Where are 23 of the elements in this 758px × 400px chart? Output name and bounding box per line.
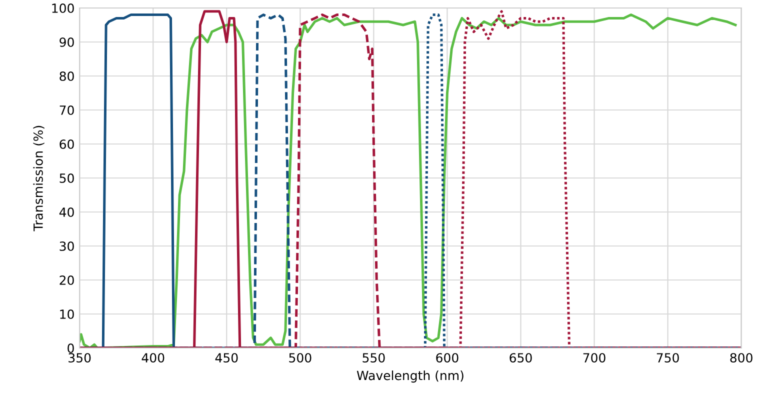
y-tick-label: 50 bbox=[60, 173, 74, 183]
x-tick-label: 350 bbox=[68, 353, 91, 363]
y-axis-title: Transmission (%) bbox=[33, 126, 44, 232]
y-tick-label: 10 bbox=[60, 309, 74, 319]
x-tick-label: 550 bbox=[362, 353, 385, 363]
x-tick-label: 600 bbox=[436, 353, 458, 363]
x-tick-label: 650 bbox=[510, 353, 532, 363]
x-tick-label: 750 bbox=[656, 353, 679, 363]
y-tick-label: 40 bbox=[59, 207, 74, 217]
y-tick-label: 80 bbox=[60, 71, 74, 81]
y-tick-label: 20 bbox=[60, 275, 74, 285]
y-tick-label: 0 bbox=[68, 343, 74, 353]
y-tick-label: 30 bbox=[60, 241, 74, 251]
y-tick-label: 100 bbox=[52, 3, 74, 13]
x-tick-label: 400 bbox=[142, 353, 164, 363]
y-tick-label: 60 bbox=[60, 139, 74, 149]
x-tick-label: 500 bbox=[289, 353, 312, 363]
x-axis-title: Wavelength (nm) bbox=[356, 370, 464, 383]
x-tick-label: 450 bbox=[215, 353, 238, 363]
x-tick-label: 700 bbox=[583, 353, 606, 363]
x-tick-label: 800 bbox=[730, 353, 752, 363]
y-tick-label: 90 bbox=[60, 37, 74, 47]
y-tick-label: 70 bbox=[60, 105, 74, 115]
